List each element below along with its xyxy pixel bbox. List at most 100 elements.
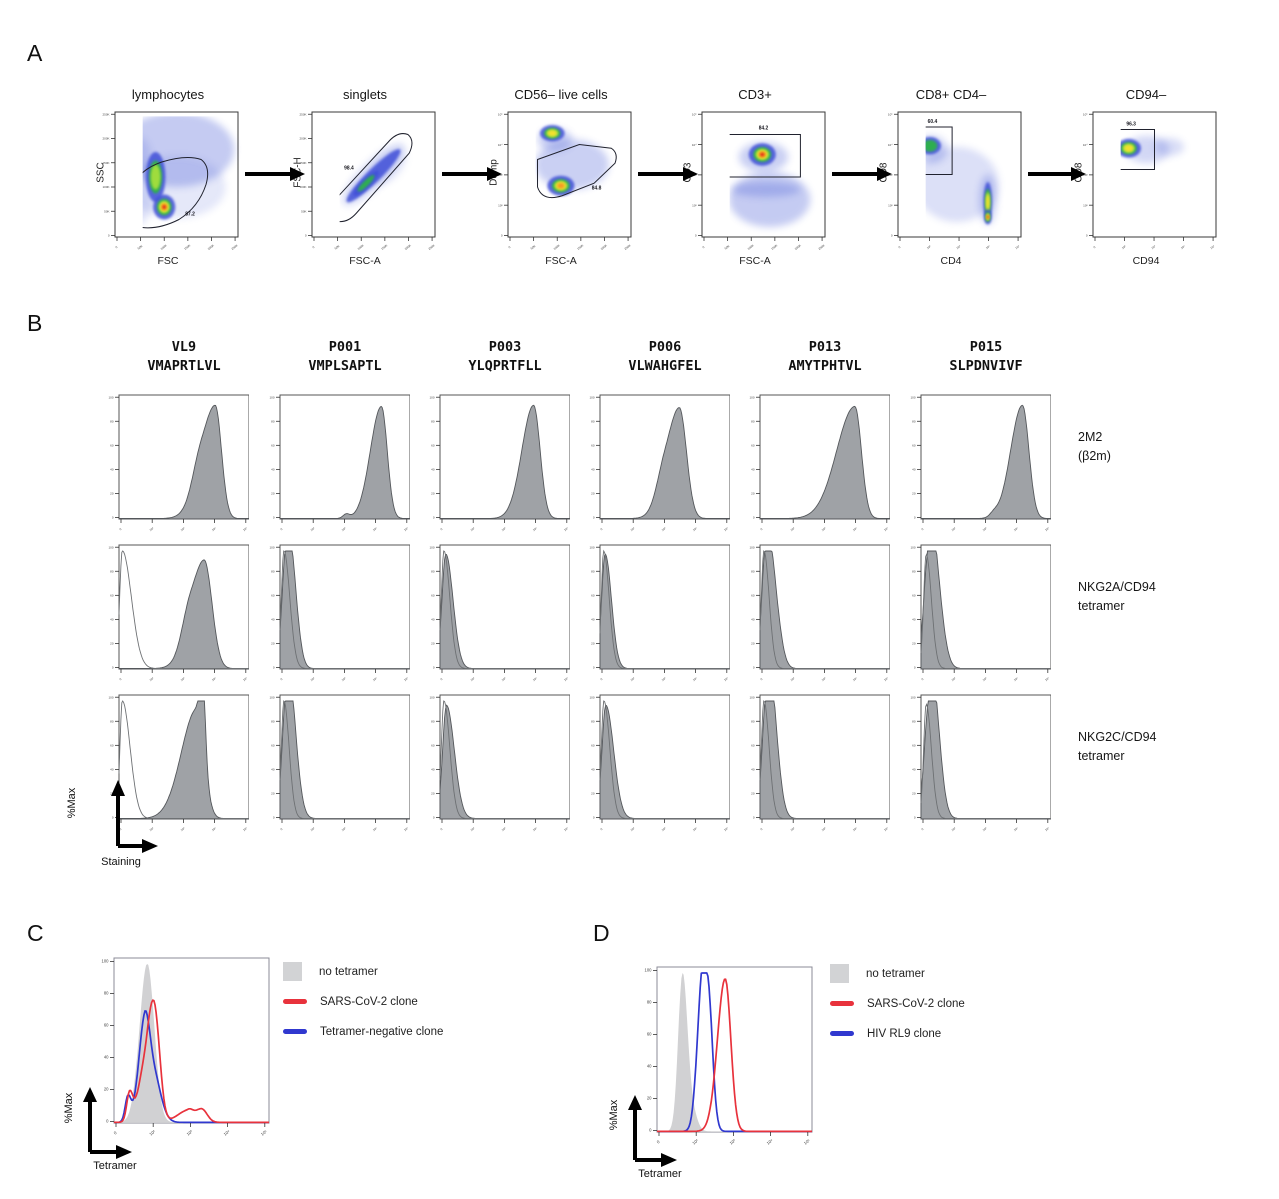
axis-arrow-icon [83, 1087, 132, 1159]
x-tick-label: 50K [530, 244, 537, 250]
y-tick-label: 20 [591, 642, 595, 646]
y-tick-label: 40 [271, 468, 275, 472]
x-tick-label: 10⁴ [852, 526, 859, 532]
plot-title: CD3+ [738, 87, 772, 102]
x-tick-label: 10² [149, 526, 155, 532]
peptide-sequence: SLPDNVIVF [949, 358, 1023, 374]
y-tick-label: 20 [431, 642, 435, 646]
x-tick-label: 0 [279, 527, 283, 531]
y-tick-label: 20 [110, 642, 114, 646]
peptide-sequence: VMPLSAPTL [308, 358, 382, 374]
y-tick-label: 20 [271, 792, 275, 796]
x-tick-label: 10² [470, 676, 476, 682]
histogram-cell: 0 20 40 60 80 100 0 10² 10³ 10⁴ 10⁵ [899, 692, 1052, 840]
y-tick-label: 150K [299, 161, 306, 165]
density-haze [1154, 138, 1185, 156]
x-tick-label: 200K [794, 243, 802, 250]
x-tick-label: 10³ [982, 526, 988, 532]
histogram-canvas: 0 20 40 60 80 100 0 10² 10³ 10⁴ 10⁵ [269, 544, 411, 682]
density-layer: 87.2 [142, 116, 235, 228]
x-tick-label: 10³ [729, 1138, 737, 1146]
flow-plot-canvas: 84.2010²10³10⁴10⁵050K100K150K200K250K [692, 111, 826, 251]
y-tick-label: 80 [751, 419, 755, 423]
y-tick-label: 100 [645, 968, 653, 973]
y-tick-label: 10² [498, 203, 502, 207]
column-header-p006: P006 VLWAHGFEL [580, 338, 750, 376]
x-tick-label: 10³ [180, 676, 186, 682]
histogram-canvas: 0 20 40 60 80 100 0 10² 10³ 10⁴ 10⁵ [749, 394, 891, 532]
y-tick-label: 60 [431, 744, 435, 748]
x-tick-label: 10⁵ [723, 526, 730, 532]
y-tick-label: 0 [753, 666, 755, 670]
y-tick-label: 20 [271, 492, 275, 496]
y-tick-label: 40 [751, 768, 755, 772]
x-tick-label: 0 [507, 245, 511, 249]
x-tick-label: 100K [747, 243, 755, 250]
overlay-filled-curve [114, 964, 269, 1123]
x-tick-label: 10³ [180, 826, 186, 832]
x-tick-label: 10³ [501, 526, 507, 532]
x-axis-label: CD4 [940, 255, 962, 267]
y-tick-label: 80 [751, 569, 755, 573]
row-label-2m2: 2M2 (β2m) [1078, 428, 1111, 466]
x-tick-label: 10² [149, 676, 155, 682]
x-tick-label: 0 [118, 527, 122, 531]
x-tick-label: 50K [137, 244, 144, 250]
density-cluster [162, 205, 166, 209]
x-tick-label: 250K [817, 243, 825, 250]
x-tick-label: 0 [439, 677, 443, 681]
y-tick-label: 60 [110, 594, 114, 598]
y-tick-label: 80 [110, 569, 114, 573]
flow-plot-canvas-mount: 84.8 0 10² 10³ 10⁴ 10⁵ 0 50K 100K 150K 200K 250K [486, 109, 636, 262]
y-tick-label: 40 [912, 618, 916, 622]
x-tick-label: 0 [897, 245, 901, 249]
histogram-cell: 0 20 40 60 80 100 0 10² 10³ 10⁴ 10⁵ [258, 692, 411, 840]
y-tick-label: 100 [269, 695, 274, 699]
panel-a-label: A [27, 40, 43, 66]
y-tick-label: 60 [591, 444, 595, 448]
legend-item-hiv-rl9: HIV RL9 clone [830, 1024, 965, 1043]
x-tick-label: 10⁵ [403, 526, 410, 532]
y-tick-label: 60 [104, 1023, 109, 1028]
y-tick-label: 80 [110, 419, 114, 423]
y-tick-label: 60 [110, 744, 114, 748]
density-layer: 60.4 [925, 119, 999, 225]
x-tick-label: 10⁵ [563, 526, 570, 532]
gating-plot-singlets: singlets FSC-H 98.4050K100K150K200K250K0… [290, 87, 440, 267]
x-tick-label: 10⁴ [852, 676, 859, 682]
histogram-filled-curve [599, 407, 731, 520]
x-tick-label: 10⁵ [723, 826, 730, 832]
x-tick-label: 150K [770, 243, 778, 250]
x-tick-label: 10⁵ [1044, 526, 1051, 532]
x-tick-label: 10⁵ [1044, 826, 1051, 832]
peptide-sequence: VMAPRTLVL [147, 358, 221, 374]
x-tick-label: 0 [279, 827, 283, 831]
y-tick-label: 0 [106, 1119, 109, 1124]
x-tick-label: 50K [724, 244, 731, 250]
y-tick-label: 100 [910, 695, 915, 699]
histogram-open-curve [118, 700, 249, 819]
x-tick-label: 10⁴ [372, 676, 379, 682]
overlay-line-curve [114, 999, 269, 1124]
y-tick-label: 100 [108, 695, 113, 699]
x-tick-label: 10³ [821, 676, 827, 682]
x-tick-label: 10⁴ [1013, 676, 1020, 682]
x-tick-label: 10⁵ [260, 1129, 268, 1137]
y-tick-label: 100 [429, 545, 434, 549]
y-tick-label: 60 [110, 444, 114, 448]
histogram-cell: 0 20 40 60 80 100 0 10² 10³ 10⁴ 10⁵ [578, 692, 731, 840]
y-tick-label: 20 [912, 792, 916, 796]
histogram-cell: 0 20 40 60 80 100 0 10² 10³ 10⁴ 10⁵ [738, 692, 891, 840]
x-tick-label: 150K [183, 243, 191, 250]
x-tick-label: 100K [553, 243, 561, 250]
y-tick-label: 80 [104, 991, 109, 996]
y-tick-label: 60 [271, 444, 275, 448]
y-tick-label: 60 [591, 744, 595, 748]
histogram-canvas: 0 20 40 60 80 100 0 10² 10³ 10⁴ 10⁵ [749, 694, 891, 832]
y-tick-label: 40 [431, 618, 435, 622]
x-tick-label: 10³ [341, 826, 347, 832]
x-tick-label: 100K [357, 243, 365, 250]
histogram-canvas: 0 20 40 60 80 100 0 10² 10³ 10⁴ 10⁵ [429, 544, 571, 682]
x-tick-label: 0 [1092, 245, 1096, 249]
y-tick-label: 0 [273, 816, 275, 820]
